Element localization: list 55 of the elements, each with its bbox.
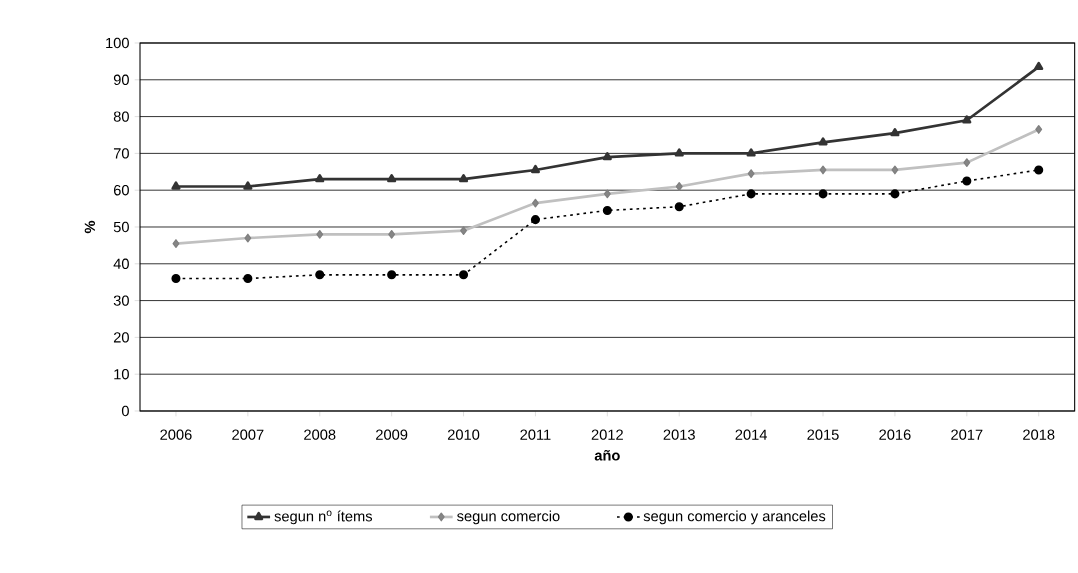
point — [530, 215, 540, 225]
point — [459, 270, 469, 280]
point — [818, 189, 828, 199]
point — [315, 270, 325, 280]
y-axis-title: % — [84, 220, 95, 234]
point — [674, 202, 684, 212]
y-tick-label: 10 — [114, 369, 129, 380]
y-tick-label: 90 — [113, 74, 129, 85]
y-tick-label: 80 — [113, 111, 129, 122]
point — [602, 205, 612, 215]
point — [530, 164, 541, 174]
x-tick-label: 2015 — [807, 429, 839, 440]
point — [890, 128, 900, 137]
y-tick-label: 50 — [113, 221, 129, 233]
point — [171, 181, 181, 190]
x-tick-label: 2006 — [160, 429, 192, 440]
x-tick-label: 2010 — [447, 429, 480, 440]
legend-label: segun n$^{o}$ ítems — [274, 510, 373, 525]
point — [962, 176, 972, 186]
x-tick-label: 2016 — [879, 429, 911, 440]
point — [1034, 61, 1044, 71]
point — [746, 148, 756, 157]
point — [962, 115, 972, 124]
y-tick-label: 70 — [113, 148, 129, 159]
y-tick-label: 20 — [113, 332, 129, 343]
legend-label: segun comercio y aranceles — [643, 510, 826, 525]
point — [890, 189, 900, 199]
y-tick-label: 40 — [113, 258, 129, 269]
x-axis-title: año — [594, 449, 620, 461]
x-tick-label: 2017 — [951, 429, 983, 440]
x-tick-label: 2007 — [232, 429, 264, 440]
x-tick-label: 2014 — [735, 429, 767, 440]
y-tick-label: 0 — [121, 405, 129, 417]
point — [243, 181, 253, 190]
x-tick-label: 2012 — [591, 429, 623, 440]
point — [602, 152, 612, 161]
point — [1034, 165, 1044, 175]
y-tick-label: 60 — [113, 185, 129, 196]
point — [243, 273, 253, 284]
point — [674, 148, 684, 157]
x-tick-label: 2008 — [304, 429, 336, 440]
point — [387, 270, 397, 280]
legend-label: segun comercio — [457, 510, 560, 525]
x-tick-label: 2013 — [663, 429, 695, 440]
point — [458, 174, 469, 183]
point — [315, 174, 325, 183]
y-tick-label: 100 — [106, 37, 129, 49]
point — [818, 137, 828, 146]
x-tick-label: 2011 — [520, 429, 551, 440]
point — [171, 273, 181, 284]
point — [387, 174, 397, 183]
x-tick-label: 2009 — [376, 429, 408, 440]
y-tick-label: 30 — [113, 295, 129, 306]
point — [746, 189, 756, 199]
x-tick-label: 2018 — [1023, 429, 1055, 440]
